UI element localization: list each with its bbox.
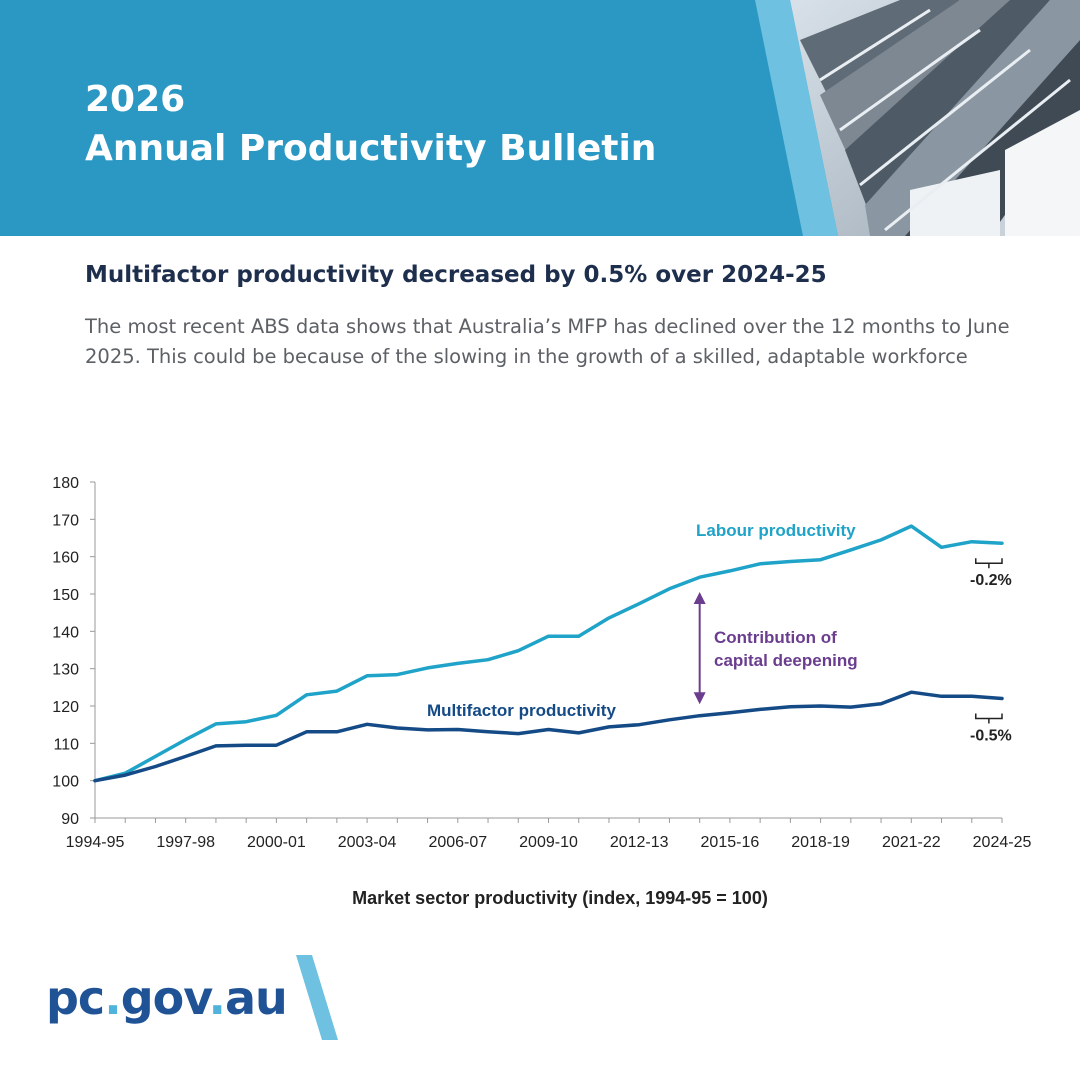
x-tick-label: 2015-16 [701,834,760,851]
logo-text-pc: pc [46,971,105,1025]
y-tick-label: 150 [52,587,79,604]
chart-title: Market sector productivity (index, 1994-… [352,888,768,908]
y-axis: 90 100 110 120 130 140 150 160 170 180 [52,475,96,828]
x-tick-label: 2006-07 [428,834,487,851]
logo-slash-mark [296,955,338,1040]
x-tick-label: 2009-10 [519,834,578,851]
change-label: -0.5% [970,728,1012,745]
building-photo [755,0,1080,236]
series-layer: Labour productivity -0.2% Multifactor prod… [93,521,1012,783]
multifactor-productivity-series: Multifactor productivity -0.5% [93,690,1012,783]
pc-gov-au-logo[interactable]: pc.gov.au [46,968,288,1028]
subtext: The most recent ABS data shows that Aust… [85,315,1010,368]
series-line [93,524,1004,783]
x-tick-label: 2018-19 [791,834,850,851]
annotation-label-line2: capital deepening [714,651,858,670]
change-bracket [975,713,1003,724]
banner-title: Annual Productivity Bulletin [85,128,657,169]
y-tick-label: 160 [52,550,79,567]
change-bracket [975,558,1003,569]
logo-dot: . [208,971,226,1025]
y-tick-label: 110 [53,736,79,753]
banner-year: 2026 [85,79,186,120]
arrow-head-up [693,592,706,604]
y-tick-label: 180 [52,475,79,492]
y-tick-label: 140 [52,624,79,641]
arrow-head-down [693,692,706,705]
x-tick-label: 2003-04 [338,834,397,851]
series-label: Multifactor productivity [427,701,616,720]
x-tick-label: 2000-01 [247,834,306,851]
headline: Multifactor productivity decreased by 0.… [85,262,827,288]
annotation-label-line1: Contribution of [714,628,837,647]
logo-text-au: au [224,971,288,1025]
x-tick-label: 2012-13 [610,834,669,851]
logo-dot: . [104,971,122,1025]
x-tick-label: 2021-22 [882,834,941,851]
x-tick-label: 1994-95 [66,834,125,851]
y-tick-label: 90 [61,811,79,828]
y-tick-label: 130 [52,662,79,679]
annotation-layer: Contribution of capital deepening [693,592,858,705]
header-banner: 2026 Annual Productivity Bulletin [0,0,1080,236]
x-axis: 1994-95 1997-98 2000-01 2003-04 2006-07 2009-… [66,817,1032,851]
labour-productivity-series: Labour productivity -0.2% [93,521,1012,783]
series-label: Labour productivity [696,521,856,540]
logo-text-gov: gov [120,971,210,1025]
y-tick-label: 170 [52,512,79,529]
y-tick-label: 120 [52,699,79,716]
change-label: -0.2% [970,572,1012,589]
x-tick-label: 1997-98 [156,834,215,851]
x-tick-label: 2024-25 [973,834,1032,851]
y-tick-label: 100 [52,774,79,791]
